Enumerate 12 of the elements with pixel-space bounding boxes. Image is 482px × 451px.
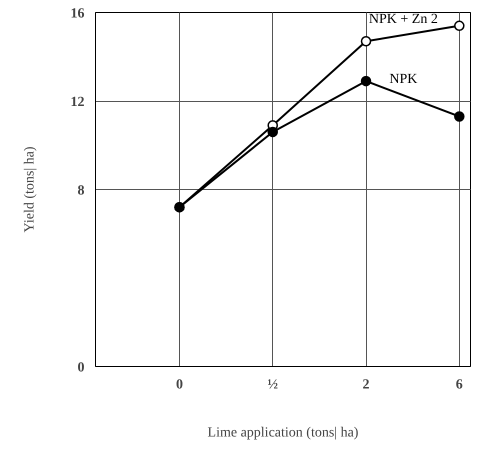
series-label: NPK + Zn 2 — [368, 12, 438, 28]
y-tick-label: 8 — [78, 184, 84, 198]
y-tick-label: 12 — [70, 95, 84, 110]
y-axis-title: Yield (tons| ha) — [22, 146, 38, 233]
x-axis-title: Lime application (tons| ha) — [208, 426, 359, 440]
series-label: NPK — [389, 72, 418, 88]
y-tick-label: 16 — [70, 6, 84, 22]
x-tick-label: 2 — [362, 378, 370, 392]
y-tick-label: 0 — [78, 360, 84, 376]
x-tick-label: ½ — [267, 378, 278, 392]
x-tick-label: 6 — [456, 378, 463, 392]
x-tick-label: 0 — [176, 378, 183, 392]
